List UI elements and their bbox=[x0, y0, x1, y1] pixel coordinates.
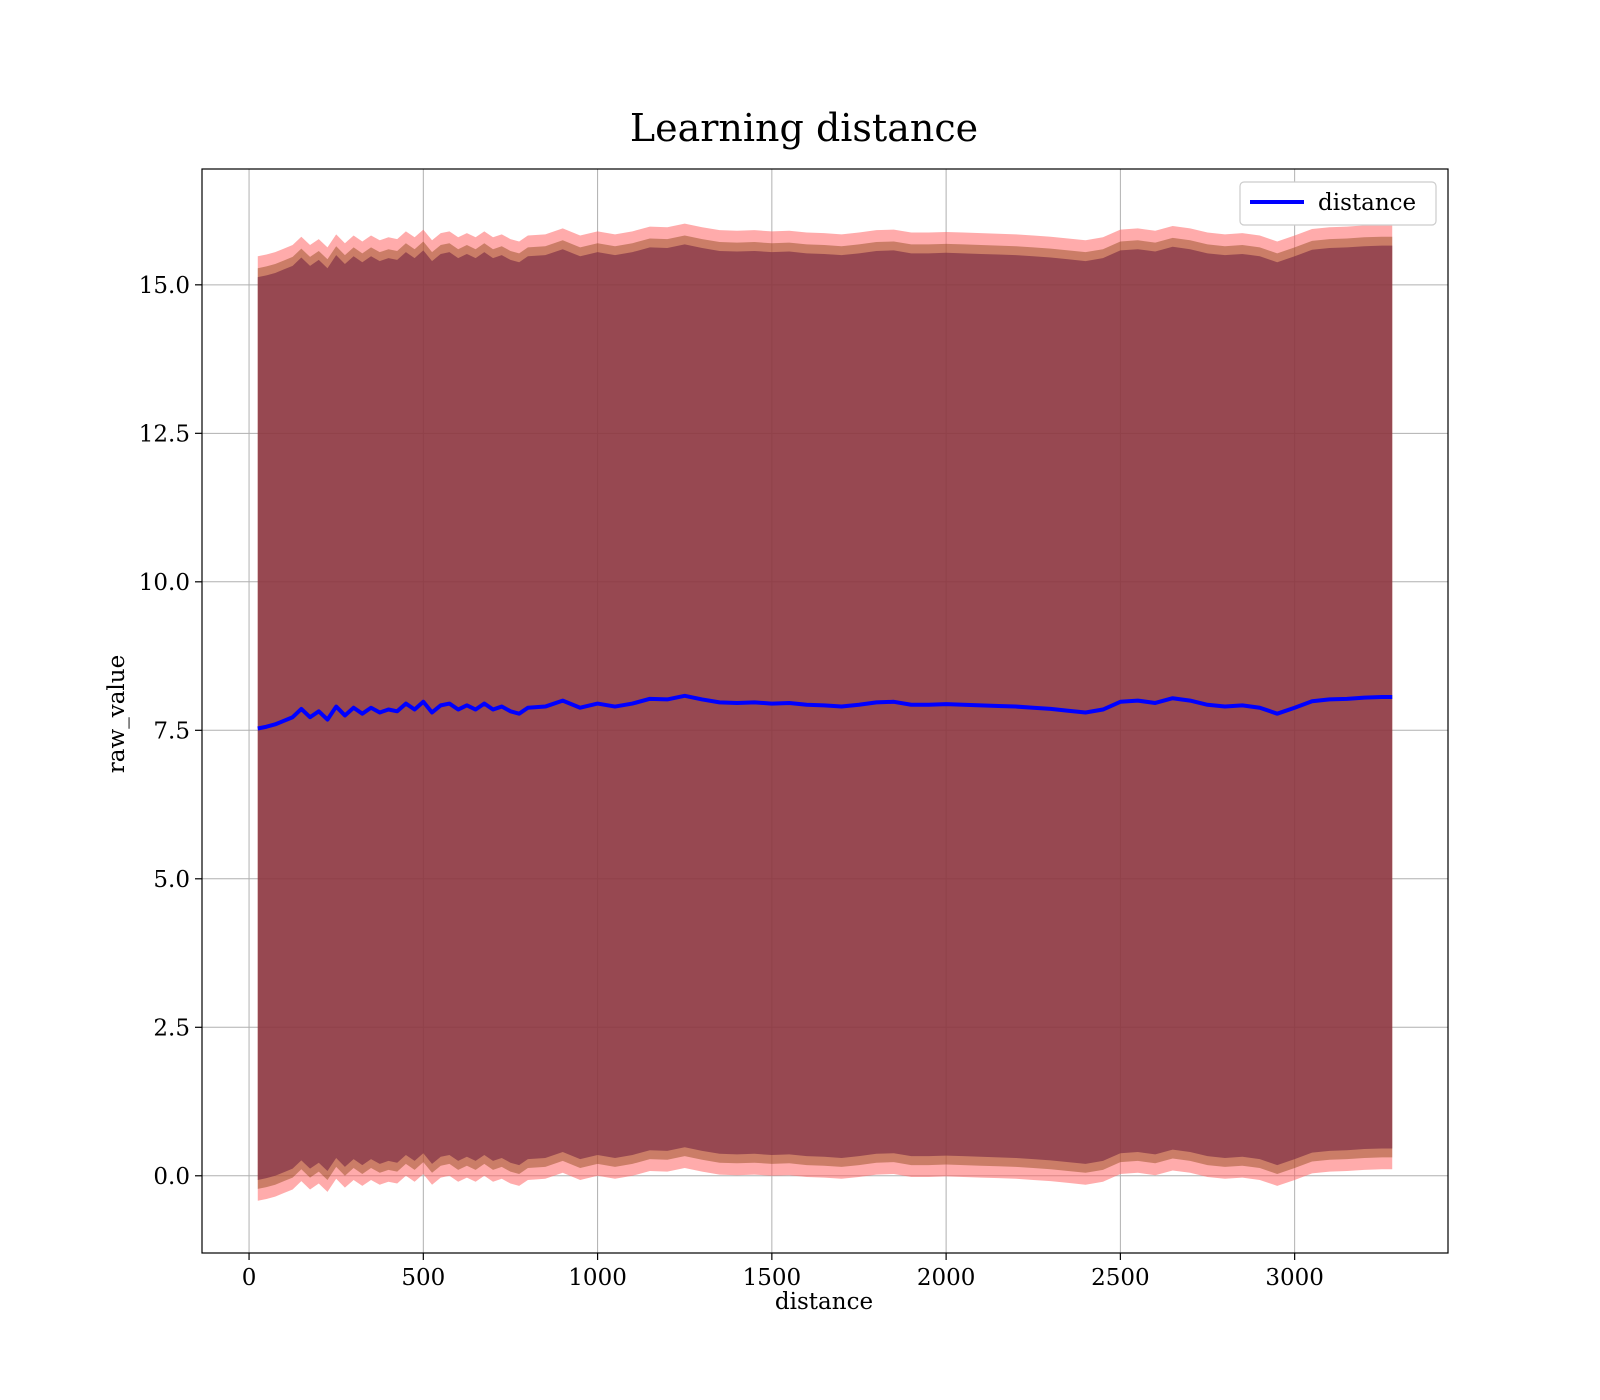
y-axis-ticks: 0.0 2.5 5.0 7.5 10.0 12.5 15.0 bbox=[139, 273, 202, 1190]
band-core bbox=[257, 244, 1393, 1180]
y-tick-label: 5.0 bbox=[153, 867, 190, 893]
x-tick-label: 1500 bbox=[743, 1265, 802, 1291]
x-tick-label: 1000 bbox=[568, 1265, 627, 1291]
legend-entry-distance: distance bbox=[1318, 190, 1416, 216]
series-lines bbox=[257, 693, 1393, 731]
plot-frame bbox=[201, 168, 1449, 1254]
x-tick-label: 3000 bbox=[1265, 1265, 1324, 1291]
chart-title: Learning distance bbox=[630, 106, 978, 150]
y-tick-label: 7.5 bbox=[153, 718, 190, 744]
y-tick-label: 15.0 bbox=[139, 273, 190, 299]
x-tick-label: 0 bbox=[242, 1265, 257, 1291]
confidence-bands bbox=[257, 223, 1393, 1201]
y-tick-label: 12.5 bbox=[139, 421, 190, 447]
x-tick-label: 500 bbox=[401, 1265, 445, 1291]
series-line-distance bbox=[257, 693, 1393, 731]
legend: distance bbox=[1239, 181, 1437, 226]
x-tick-label: 2000 bbox=[917, 1265, 976, 1291]
x-axis-label: distance bbox=[775, 1289, 873, 1315]
y-axis-label: raw_value bbox=[104, 655, 130, 773]
legend-box bbox=[1239, 181, 1437, 226]
x-tick-label: 2500 bbox=[1091, 1265, 1150, 1291]
y-tick-label: 10.0 bbox=[139, 570, 190, 596]
x-axis-ticks: 0 500 1000 1500 2000 2500 3000 bbox=[242, 1253, 1324, 1291]
y-tick-label: 0.0 bbox=[153, 1164, 190, 1190]
y-tick-label: 2.5 bbox=[153, 1015, 190, 1041]
